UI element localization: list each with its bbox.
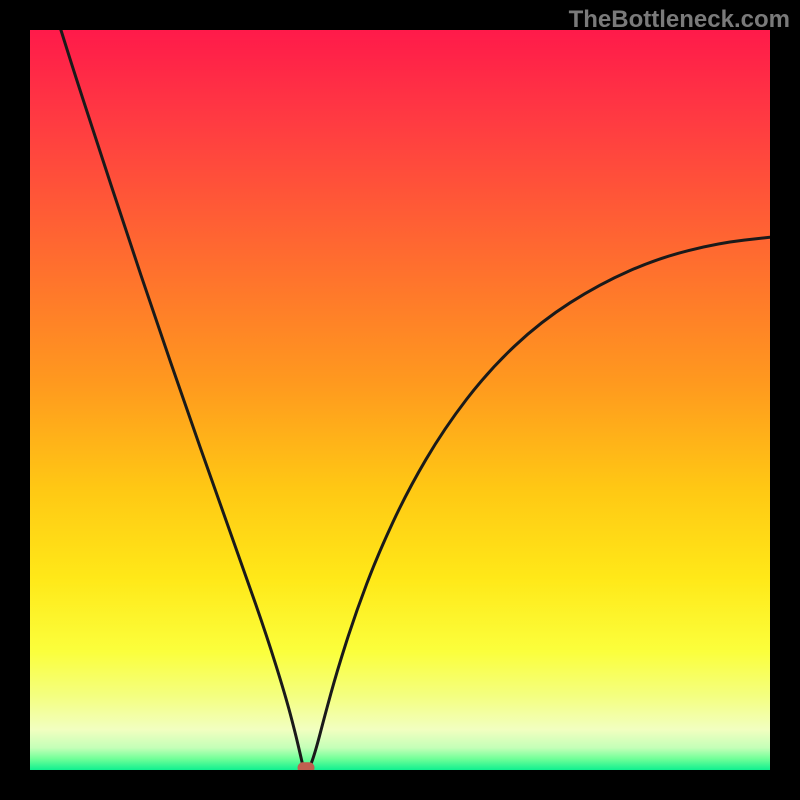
minimum-marker xyxy=(298,763,314,770)
gradient-background xyxy=(30,30,770,770)
watermark-text: TheBottleneck.com xyxy=(569,6,790,34)
plot-area xyxy=(30,30,770,770)
